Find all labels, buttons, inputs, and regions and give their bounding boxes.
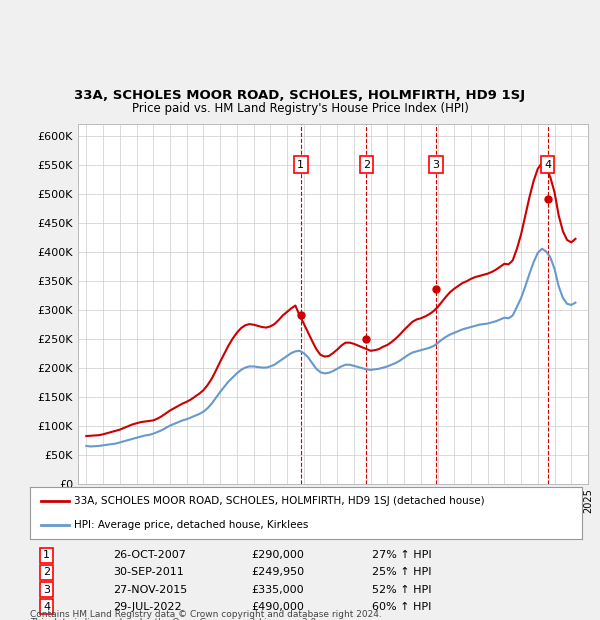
Text: 1: 1 (43, 551, 50, 560)
Text: Price paid vs. HM Land Registry's House Price Index (HPI): Price paid vs. HM Land Registry's House … (131, 102, 469, 115)
Text: 4: 4 (544, 159, 551, 170)
Text: 2: 2 (43, 567, 50, 577)
Text: £290,000: £290,000 (251, 551, 304, 560)
Text: 33A, SCHOLES MOOR ROAD, SCHOLES, HOLMFIRTH, HD9 1SJ: 33A, SCHOLES MOOR ROAD, SCHOLES, HOLMFIR… (74, 89, 526, 102)
Text: 27-NOV-2015: 27-NOV-2015 (113, 585, 187, 595)
Text: Contains HM Land Registry data © Crown copyright and database right 2024.: Contains HM Land Registry data © Crown c… (30, 610, 382, 619)
Text: 4: 4 (43, 601, 50, 612)
Text: 25% ↑ HPI: 25% ↑ HPI (372, 567, 432, 577)
Text: £490,000: £490,000 (251, 601, 304, 612)
Text: This data is licensed under the Open Government Licence v3.0.: This data is licensed under the Open Gov… (30, 618, 319, 620)
Text: 3: 3 (433, 159, 440, 170)
Text: 52% ↑ HPI: 52% ↑ HPI (372, 585, 432, 595)
Text: 33A, SCHOLES MOOR ROAD, SCHOLES, HOLMFIRTH, HD9 1SJ (detached house): 33A, SCHOLES MOOR ROAD, SCHOLES, HOLMFIR… (74, 497, 485, 507)
Text: £335,000: £335,000 (251, 585, 304, 595)
Text: 26-OCT-2007: 26-OCT-2007 (113, 551, 185, 560)
Text: HPI: Average price, detached house, Kirklees: HPI: Average price, detached house, Kirk… (74, 520, 308, 529)
Text: 30-SEP-2011: 30-SEP-2011 (113, 567, 184, 577)
Text: 27% ↑ HPI: 27% ↑ HPI (372, 551, 432, 560)
Text: 1: 1 (297, 159, 304, 170)
Text: £249,950: £249,950 (251, 567, 304, 577)
Text: 29-JUL-2022: 29-JUL-2022 (113, 601, 181, 612)
Text: 3: 3 (43, 585, 50, 595)
Text: 60% ↑ HPI: 60% ↑ HPI (372, 601, 431, 612)
Text: 2: 2 (363, 159, 370, 170)
